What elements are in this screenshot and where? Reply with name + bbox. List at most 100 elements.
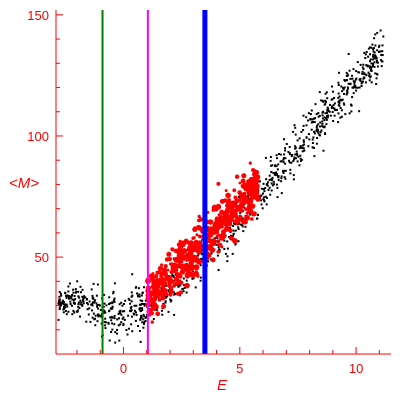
data-point	[296, 160, 299, 163]
data-point	[210, 257, 216, 263]
data-point	[91, 309, 93, 312]
data-point	[91, 294, 94, 297]
data-point	[283, 153, 286, 156]
data-point	[320, 99, 323, 102]
data-point	[347, 53, 350, 55]
data-point	[337, 121, 340, 124]
data-point	[276, 196, 279, 199]
data-point	[126, 333, 129, 336]
data-point	[77, 303, 80, 306]
data-point	[182, 248, 186, 251]
data-point	[303, 149, 306, 152]
data-point	[293, 124, 296, 127]
data-point	[94, 317, 96, 320]
data-point	[57, 300, 60, 303]
data-point	[367, 55, 370, 58]
data-point	[120, 321, 123, 324]
data-point	[138, 295, 141, 298]
data-point	[178, 241, 185, 248]
data-point	[210, 228, 215, 232]
data-point	[298, 164, 301, 167]
data-point	[113, 282, 116, 285]
data-point	[343, 92, 345, 95]
data-point	[91, 316, 94, 319]
data-point	[263, 190, 266, 193]
data-point	[338, 71, 340, 74]
data-point	[368, 65, 371, 68]
data-point	[139, 340, 142, 343]
data-point	[224, 189, 228, 193]
data-point	[333, 102, 336, 105]
data-point	[57, 318, 60, 321]
data-point	[178, 251, 183, 256]
data-point	[378, 50, 380, 53]
data-point	[376, 61, 379, 64]
data-point	[254, 189, 259, 194]
data-point	[85, 298, 88, 301]
data-point	[323, 116, 326, 119]
data-point	[271, 176, 274, 179]
data-point	[223, 198, 228, 203]
data-point	[238, 208, 244, 213]
data-point	[179, 269, 186, 275]
data-point	[280, 175, 283, 178]
data-point	[181, 288, 184, 291]
data-point	[282, 156, 285, 159]
data-point	[351, 74, 354, 77]
x-tick-label: 0	[120, 361, 127, 376]
data-point	[65, 313, 68, 316]
data-point	[210, 252, 213, 255]
data-point	[349, 103, 352, 106]
data-point	[355, 70, 358, 72]
data-point	[65, 303, 68, 306]
data-point	[224, 210, 230, 216]
data-point	[353, 80, 356, 83]
data-point	[311, 118, 314, 121]
data-point	[317, 112, 320, 115]
data-point	[331, 85, 333, 88]
data-point	[315, 142, 318, 145]
data-point	[179, 263, 184, 269]
data-point	[248, 161, 252, 165]
data-point	[266, 197, 268, 199]
data-point	[191, 277, 194, 280]
data-point	[373, 56, 376, 59]
data-point	[282, 158, 285, 161]
data-point	[296, 139, 299, 142]
data-point	[336, 108, 338, 111]
data-point	[322, 125, 324, 128]
data-point	[331, 111, 334, 113]
data-point	[337, 92, 340, 95]
data-point	[359, 79, 362, 82]
data-point	[319, 121, 322, 124]
data-point	[174, 293, 177, 295]
data-point	[241, 225, 244, 228]
data-point	[214, 225, 221, 231]
data-point	[358, 86, 361, 89]
data-point	[182, 290, 185, 293]
data-point	[317, 115, 320, 118]
data-point	[271, 178, 274, 180]
data-point	[302, 114, 305, 117]
data-point	[160, 263, 164, 267]
data-point	[277, 176, 280, 179]
data-point	[78, 307, 81, 310]
data-point	[368, 75, 371, 77]
data-point	[337, 84, 340, 86]
data-point	[315, 113, 318, 116]
data-point	[183, 284, 185, 287]
data-point	[342, 86, 344, 89]
data-point	[251, 211, 257, 217]
data-point	[247, 194, 250, 197]
data-point	[364, 81, 367, 84]
data-point	[379, 29, 382, 32]
data-point	[116, 318, 119, 321]
data-point	[217, 217, 223, 223]
data-point	[370, 66, 373, 69]
data-point	[79, 303, 82, 306]
data-point	[196, 274, 200, 278]
data-point	[130, 323, 133, 326]
data-point	[73, 295, 76, 297]
data-point	[349, 77, 352, 80]
